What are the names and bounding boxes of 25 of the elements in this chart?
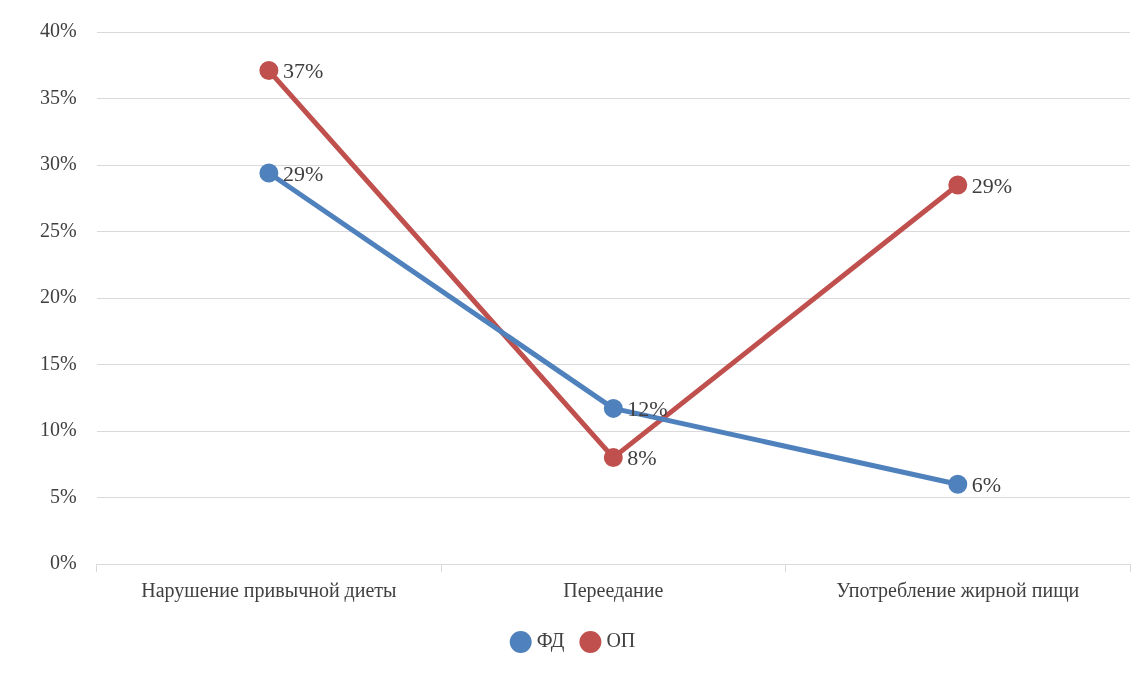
y-tick-label: 20% <box>39 285 77 308</box>
data-label: 8% <box>627 445 657 471</box>
data-label: 29% <box>282 160 324 186</box>
point <box>259 61 279 81</box>
x-tick-label: Переедание <box>563 579 664 603</box>
y-tick-label: 15% <box>39 351 77 374</box>
point <box>603 448 623 468</box>
data-label: 37% <box>282 58 324 84</box>
point <box>603 398 623 418</box>
y-tick-label: 5% <box>49 484 77 507</box>
point <box>948 474 968 494</box>
data-label: 29% <box>971 172 1013 198</box>
legend-label: ОП <box>606 629 636 652</box>
y-tick-label: 10% <box>39 418 77 441</box>
x-tick-label: Нарушение привычной диеты <box>141 579 397 603</box>
y-tick-label: 25% <box>39 218 77 241</box>
x-tick-label: Употребление жирной пищи <box>836 579 1080 603</box>
y-tick-label: 35% <box>39 85 77 108</box>
point <box>948 175 968 195</box>
point <box>259 163 279 183</box>
y-tick-label: 40% <box>39 19 77 42</box>
y-tick-label: 0% <box>49 551 77 574</box>
data-label: 6% <box>971 471 1002 497</box>
legend-label: ФД <box>536 629 565 653</box>
y-tick-label: 30% <box>39 152 77 175</box>
